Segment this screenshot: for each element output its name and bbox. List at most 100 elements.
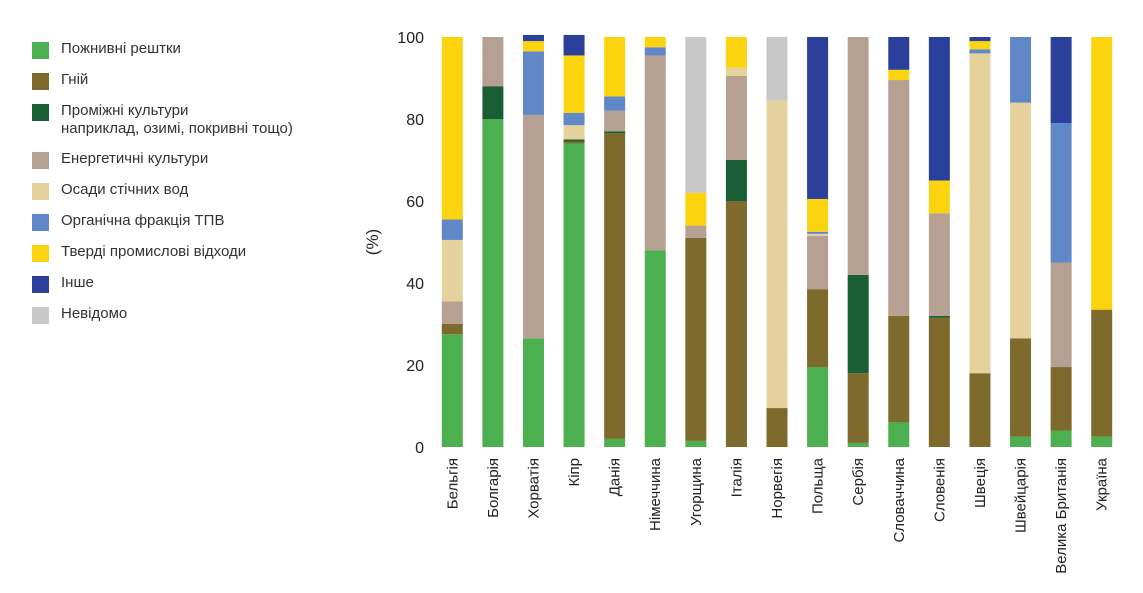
y-tick-label: 20	[406, 358, 424, 375]
bar-segment	[969, 53, 991, 374]
bar-segment	[522, 34, 544, 42]
bar-segment	[969, 373, 991, 447]
x-tick-label: Бельгія	[444, 458, 461, 509]
bar-segment	[725, 160, 747, 201]
x-tick-label: Велика Британія	[1053, 458, 1070, 574]
y-tick-label: 100	[397, 30, 424, 47]
bar-segment	[766, 37, 788, 101]
legend-item: Проміжні культури наприклад, озимі, покр…	[32, 102, 362, 138]
bar-segment	[969, 49, 991, 54]
legend-item: Інше	[32, 274, 362, 293]
legend-swatch	[32, 245, 49, 262]
bar-segment	[563, 141, 585, 144]
bar-segment	[888, 315, 910, 423]
bar-segment	[685, 37, 707, 193]
bar-segment	[441, 37, 463, 220]
bar-segment	[847, 274, 869, 374]
bar-segment	[1010, 436, 1032, 447]
x-tick-label: Угорщина	[688, 457, 705, 526]
bar-segment	[725, 75, 747, 160]
y-tick-label: 40	[406, 276, 424, 293]
bar-segment	[563, 143, 585, 447]
legend-swatch	[32, 104, 49, 121]
bar-segment	[928, 180, 950, 214]
bar-segment	[888, 69, 910, 81]
bar-segment	[441, 334, 463, 447]
bar-segment	[888, 37, 910, 70]
bar-segment	[928, 317, 950, 447]
bar-segment	[1050, 367, 1072, 431]
bar-segment	[604, 110, 626, 132]
bar-segment	[725, 201, 747, 447]
bar-segment	[563, 55, 585, 113]
x-tick-label: Словенія	[931, 458, 948, 522]
x-tick-label: Німеччина	[647, 457, 664, 531]
legend-item: Невідомо	[32, 305, 362, 324]
bar-segment	[604, 131, 626, 134]
legend-item: Осади стічних вод	[32, 181, 362, 200]
legend-swatch	[32, 73, 49, 90]
legend-item: Органічна фракція ТПВ	[32, 212, 362, 231]
bar-segment	[482, 37, 504, 87]
bar-segment	[644, 47, 666, 56]
bar-segment	[644, 37, 666, 48]
bar-segment	[563, 112, 585, 126]
y-axis-title: (%)	[363, 229, 382, 255]
legend-label: Невідомо	[61, 305, 128, 322]
bar-segment	[441, 301, 463, 324]
bar-segment	[1010, 37, 1032, 103]
bar-segment	[847, 373, 869, 443]
bar-segment	[847, 442, 869, 447]
bar-segment	[928, 315, 950, 318]
bar-segment	[685, 440, 707, 447]
bar-segment	[807, 367, 829, 447]
legend-label: Органічна фракція ТПВ	[61, 212, 225, 229]
bar-segment	[441, 324, 463, 335]
y-tick-label: 60	[406, 194, 424, 211]
legend-label: Гній	[61, 71, 89, 88]
x-tick-label: Швейцарія	[1013, 458, 1030, 533]
bar-segment	[441, 239, 463, 302]
bar-segment	[482, 86, 504, 119]
bar-segment	[1050, 430, 1072, 447]
bar-segment	[685, 192, 707, 226]
bar-segment	[766, 100, 788, 409]
legend-item: Тверді промислові відходи	[32, 243, 362, 262]
bar-segment	[644, 55, 666, 251]
bar-segment	[522, 51, 544, 115]
bar-segment	[1091, 436, 1113, 447]
bar-segment	[604, 133, 626, 439]
bar-segment	[888, 422, 910, 447]
bar-segment	[847, 37, 869, 275]
x-tick-label: Італія	[728, 458, 745, 497]
bar-segment	[563, 34, 585, 56]
x-tick-label: Сербія	[850, 458, 867, 506]
legend-item: Пожнивні рештки	[32, 40, 362, 59]
bar-segment	[1091, 37, 1113, 310]
chart-legend: Пожнивні рештки Гній Проміжні культури нап…	[32, 40, 362, 336]
bar-segment	[522, 114, 544, 339]
bar-segment	[807, 289, 829, 368]
bar-segment	[441, 219, 463, 240]
bar-segment	[1050, 37, 1072, 124]
bar-segment	[522, 338, 544, 447]
bar-segment	[1010, 102, 1032, 339]
x-tick-label: Хорватія	[525, 458, 542, 519]
bar-segment	[725, 37, 747, 68]
x-tick-label: Кіпр	[566, 458, 583, 487]
x-tick-label: Данія	[607, 458, 624, 496]
bar-segment	[725, 67, 747, 76]
legend-label: Енергетичні культури	[61, 150, 209, 167]
y-tick-label: 80	[406, 112, 424, 129]
bar-segment	[563, 139, 585, 142]
x-tick-label: Україна	[1094, 457, 1111, 511]
x-tick-label: Норвегія	[769, 458, 786, 519]
bar-segment	[928, 37, 950, 181]
bar-segment	[522, 41, 544, 52]
y-tick-label: 0	[415, 440, 424, 457]
legend-swatch	[32, 183, 49, 200]
bar-segment	[969, 41, 991, 50]
legend-label: Пожнивні рештки	[61, 40, 181, 57]
bar-segment	[766, 408, 788, 447]
